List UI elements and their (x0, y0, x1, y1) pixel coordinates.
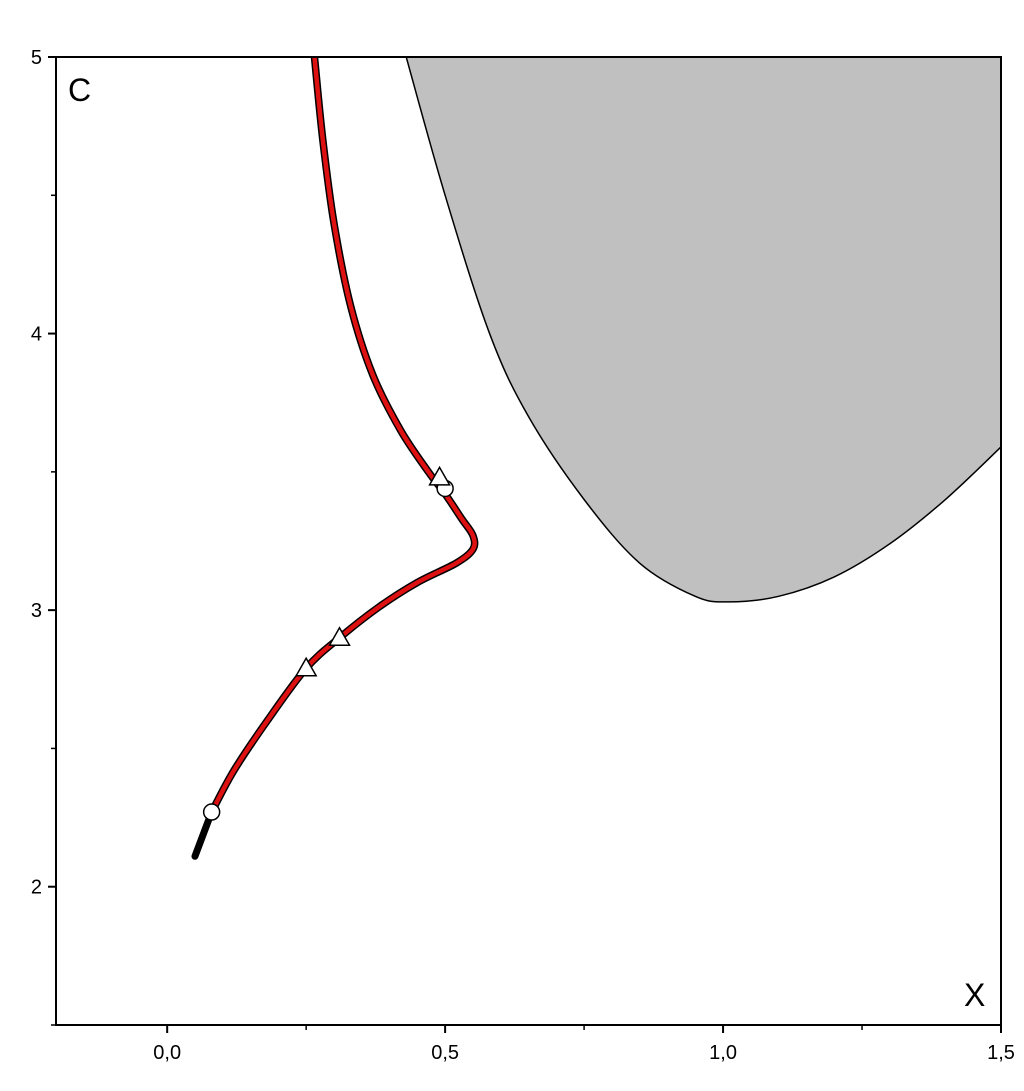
y-tick-label-2: 4 (31, 324, 42, 346)
y-tick-label-1: 3 (31, 600, 42, 622)
y-axis-title: C (68, 72, 91, 108)
x-tick-label-3: 1,5 (987, 1042, 1015, 1064)
x-tick-label-2: 1,0 (709, 1042, 737, 1064)
triangle-marker-0 (294, 656, 318, 677)
circle-marker-0 (202, 803, 221, 821)
triangle-marker-1 (328, 626, 351, 647)
plot-frame (55, 56, 1002, 1026)
plot-layer (191, 57, 1001, 860)
x-axis-title: X (964, 977, 985, 1013)
x-tick-label-0: 0,0 (153, 1042, 181, 1064)
shaded-region (406, 57, 1001, 602)
triangle-marker-2 (428, 465, 451, 486)
y-tick-label-3: 5 (31, 47, 42, 69)
axis-layer: 0,0 0,5 1,0 1,5 2 3 4 5 (31, 47, 1015, 1064)
y-tick-label-0: 2 (31, 877, 42, 899)
shaded-region-boundary (405, 57, 1001, 603)
x-tick-label-1: 0,5 (431, 1042, 459, 1064)
